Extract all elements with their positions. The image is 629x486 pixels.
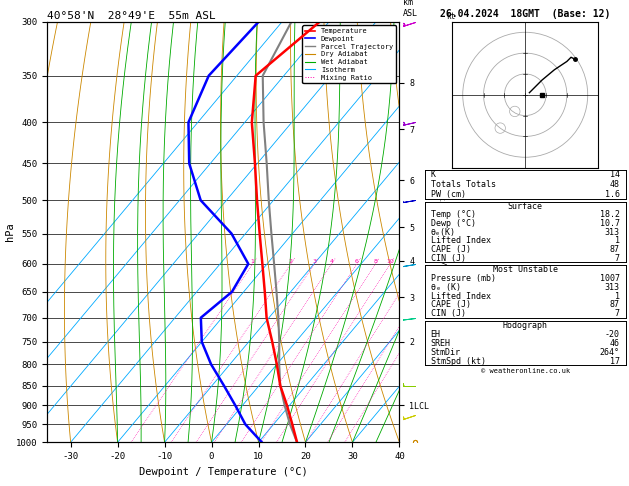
Text: 6: 6 <box>355 259 359 264</box>
Legend: Temperature, Dewpoint, Parcel Trajectory, Dry Adiabat, Wet Adiabat, Isotherm, Mi: Temperature, Dewpoint, Parcel Trajectory… <box>302 25 396 83</box>
Text: K: K <box>431 171 436 179</box>
Text: 2: 2 <box>289 259 292 264</box>
Text: PW (cm): PW (cm) <box>431 190 465 199</box>
Text: 48: 48 <box>610 180 620 189</box>
Text: © weatheronline.co.uk: © weatheronline.co.uk <box>481 368 570 374</box>
Y-axis label: hPa: hPa <box>4 223 14 242</box>
Text: EH: EH <box>431 330 440 339</box>
Text: StmDir: StmDir <box>431 347 460 357</box>
X-axis label: Dewpoint / Temperature (°C): Dewpoint / Temperature (°C) <box>139 467 308 477</box>
Text: 26.04.2024  18GMT  (Base: 12): 26.04.2024 18GMT (Base: 12) <box>440 9 610 19</box>
Text: Lifted Index: Lifted Index <box>431 292 491 300</box>
Text: 1: 1 <box>615 292 620 300</box>
Text: 1007: 1007 <box>600 274 620 283</box>
Text: Surface: Surface <box>508 202 543 210</box>
Text: θₑ (K): θₑ (K) <box>431 283 460 292</box>
Text: 46: 46 <box>610 339 620 347</box>
Text: CIN (J): CIN (J) <box>431 254 465 262</box>
Text: km
ASL: km ASL <box>403 0 418 17</box>
Text: 87: 87 <box>610 245 620 254</box>
Text: 1: 1 <box>615 236 620 245</box>
Text: 3: 3 <box>312 259 316 264</box>
Text: CAPE (J): CAPE (J) <box>431 300 470 310</box>
Text: Pressure (mb): Pressure (mb) <box>431 274 496 283</box>
Text: 40°58'N  28°49'E  55m ASL: 40°58'N 28°49'E 55m ASL <box>47 11 216 21</box>
Text: CAPE (J): CAPE (J) <box>431 245 470 254</box>
Y-axis label: Mixing Ratio (g/kg): Mixing Ratio (g/kg) <box>437 185 446 279</box>
Text: 18.2: 18.2 <box>600 210 620 219</box>
Text: CIN (J): CIN (J) <box>431 310 465 318</box>
Text: Lifted Index: Lifted Index <box>431 236 491 245</box>
Text: Hodograph: Hodograph <box>503 321 548 330</box>
Text: Dewp (°C): Dewp (°C) <box>431 219 476 228</box>
Text: Temp (°C): Temp (°C) <box>431 210 476 219</box>
Text: kt: kt <box>447 12 456 21</box>
Text: 7: 7 <box>615 254 620 262</box>
Text: 1: 1 <box>251 259 255 264</box>
Text: 313: 313 <box>605 283 620 292</box>
Text: 14: 14 <box>610 171 620 179</box>
Text: StmSpd (kt): StmSpd (kt) <box>431 357 486 365</box>
Text: 10.7: 10.7 <box>600 219 620 228</box>
Text: 313: 313 <box>605 227 620 237</box>
Text: Totals Totals: Totals Totals <box>431 180 496 189</box>
Text: 264°: 264° <box>600 347 620 357</box>
Text: θₑ(K): θₑ(K) <box>431 227 455 237</box>
Text: 87: 87 <box>610 300 620 310</box>
Text: 10: 10 <box>386 259 394 264</box>
Text: 17: 17 <box>610 357 620 365</box>
Text: 1.6: 1.6 <box>605 190 620 199</box>
Text: SREH: SREH <box>431 339 450 347</box>
Text: -20: -20 <box>605 330 620 339</box>
Text: 8: 8 <box>374 259 377 264</box>
Text: 7: 7 <box>615 310 620 318</box>
Text: 4: 4 <box>330 259 333 264</box>
Text: Most Unstable: Most Unstable <box>493 265 558 274</box>
